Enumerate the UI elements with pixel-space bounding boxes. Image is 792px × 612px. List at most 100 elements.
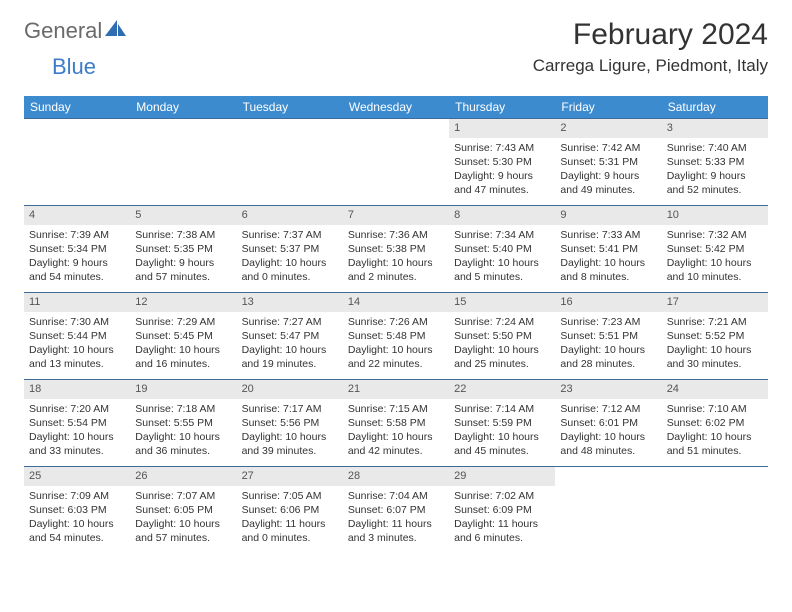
day-number: 25 <box>24 467 130 486</box>
day-cell: 12Sunrise: 7:29 AMSunset: 5:45 PMDayligh… <box>130 293 236 379</box>
calendar-page: General February 2024 Carrega Ligure, Pi… <box>0 0 792 553</box>
daylight-text: Daylight: 10 hours and 36 minutes. <box>135 430 231 458</box>
daylight-text: Daylight: 10 hours and 0 minutes. <box>242 256 338 284</box>
daylight-text: Daylight: 9 hours and 49 minutes. <box>560 169 656 197</box>
daylight-text: Daylight: 11 hours and 0 minutes. <box>242 517 338 545</box>
week-row: 11Sunrise: 7:30 AMSunset: 5:44 PMDayligh… <box>24 292 768 379</box>
day-cell: 6 Sunrise: 7:37 AMSunset: 5:37 PMDaylight… <box>237 206 343 292</box>
day-cell: 16Sunrise: 7:23 AMSunset: 5:51 PMDayligh… <box>555 293 661 379</box>
sunset-text: Sunset: 5:44 PM <box>29 329 125 343</box>
day-cell <box>130 119 236 205</box>
sunset-text: Sunset: 5:52 PM <box>667 329 763 343</box>
sunrise-text: Sunrise: 7:24 AM <box>454 315 550 329</box>
day-cell: 5Sunrise: 7:38 AMSunset: 5:35 PMDaylight… <box>130 206 236 292</box>
day-number: 28 <box>343 467 449 486</box>
sunset-text: Sunset: 5:55 PM <box>135 416 231 430</box>
sunset-text: Sunset: 5:47 PM <box>242 329 338 343</box>
day-number: 4 <box>24 206 130 225</box>
sunrise-text: Sunrise: 7:23 AM <box>560 315 656 329</box>
dow-tuesday: Tuesday <box>237 96 343 118</box>
day-cell: 4 Sunrise: 7:39 AMSunset: 5:34 PMDaylight… <box>24 206 130 292</box>
day-number: 7 <box>343 206 449 225</box>
daylight-text: Daylight: 10 hours and 16 minutes. <box>135 343 231 371</box>
sunrise-text: Sunrise: 7:12 AM <box>560 402 656 416</box>
day-cell: 18Sunrise: 7:20 AMSunset: 5:54 PMDayligh… <box>24 380 130 466</box>
day-number: 6 <box>237 206 343 225</box>
sunset-text: Sunset: 5:59 PM <box>454 416 550 430</box>
daylight-text: Daylight: 9 hours and 54 minutes. <box>29 256 125 284</box>
day-cell: 21Sunrise: 7:15 AMSunset: 5:58 PMDayligh… <box>343 380 449 466</box>
sunset-text: Sunset: 5:41 PM <box>560 242 656 256</box>
sunset-text: Sunset: 5:34 PM <box>29 242 125 256</box>
sunrise-text: Sunrise: 7:36 AM <box>348 228 444 242</box>
daylight-text: Daylight: 10 hours and 51 minutes. <box>667 430 763 458</box>
day-cell: 13Sunrise: 7:27 AMSunset: 5:47 PMDayligh… <box>237 293 343 379</box>
day-number: 27 <box>237 467 343 486</box>
daylight-text: Daylight: 10 hours and 8 minutes. <box>560 256 656 284</box>
sunset-text: Sunset: 5:30 PM <box>454 155 550 169</box>
sunrise-text: Sunrise: 7:21 AM <box>667 315 763 329</box>
daylight-text: Daylight: 10 hours and 10 minutes. <box>667 256 763 284</box>
days-of-week-row: Sunday Monday Tuesday Wednesday Thursday… <box>24 96 768 118</box>
daylight-text: Daylight: 10 hours and 30 minutes. <box>667 343 763 371</box>
sunrise-text: Sunrise: 7:14 AM <box>454 402 550 416</box>
day-number: 26 <box>130 467 236 486</box>
day-number: 2 <box>555 119 661 138</box>
sunrise-text: Sunrise: 7:39 AM <box>29 228 125 242</box>
sunrise-text: Sunrise: 7:18 AM <box>135 402 231 416</box>
week-row: 4Sunrise: 7:39 AMSunset: 5:34 PMDaylight… <box>24 205 768 292</box>
sunset-text: Sunset: 5:51 PM <box>560 329 656 343</box>
daylight-text: Daylight: 10 hours and 28 minutes. <box>560 343 656 371</box>
dow-sunday: Sunday <box>24 96 130 118</box>
sunrise-text: Sunrise: 7:40 AM <box>667 141 763 155</box>
sunrise-text: Sunrise: 7:10 AM <box>667 402 763 416</box>
day-cell: 17Sunrise: 7:21 AMSunset: 5:52 PMDayligh… <box>662 293 768 379</box>
sunset-text: Sunset: 5:31 PM <box>560 155 656 169</box>
sunrise-text: Sunrise: 7:07 AM <box>135 489 231 503</box>
sunrise-text: Sunrise: 7:42 AM <box>560 141 656 155</box>
week-row: 18Sunrise: 7:20 AMSunset: 5:54 PMDayligh… <box>24 379 768 466</box>
sunset-text: Sunset: 6:03 PM <box>29 503 125 517</box>
day-number: 24 <box>662 380 768 399</box>
day-cell: 7Sunrise: 7:36 AMSunset: 5:38 PMDaylight… <box>343 206 449 292</box>
day-cell: 24Sunrise: 7:10 AMSunset: 6:02 PMDayligh… <box>662 380 768 466</box>
sunrise-text: Sunrise: 7:43 AM <box>454 141 550 155</box>
sunset-text: Sunset: 5:33 PM <box>667 155 763 169</box>
day-number: 21 <box>343 380 449 399</box>
sunset-text: Sunset: 5:50 PM <box>454 329 550 343</box>
week-row: 25Sunrise: 7:09 AMSunset: 6:03 PMDayligh… <box>24 466 768 553</box>
dow-wednesday: Wednesday <box>343 96 449 118</box>
sunrise-text: Sunrise: 7:02 AM <box>454 489 550 503</box>
sunrise-text: Sunrise: 7:09 AM <box>29 489 125 503</box>
sunset-text: Sunset: 6:01 PM <box>560 416 656 430</box>
sunset-text: Sunset: 5:45 PM <box>135 329 231 343</box>
day-number: 8 <box>449 206 555 225</box>
day-cell: 20Sunrise: 7:17 AMSunset: 5:56 PMDayligh… <box>237 380 343 466</box>
day-number: 3 <box>662 119 768 138</box>
week-row: 1 Sunrise: 7:43 AMSunset: 5:30 PM Daylight… <box>24 118 768 205</box>
day-number: 23 <box>555 380 661 399</box>
sail-icon <box>105 20 127 43</box>
day-cell <box>237 119 343 205</box>
sunset-text: Sunset: 5:42 PM <box>667 242 763 256</box>
daylight-text: Daylight: 10 hours and 5 minutes. <box>454 256 550 284</box>
month-title: February 2024 <box>533 18 768 52</box>
day-number: 22 <box>449 380 555 399</box>
daylight-text: Daylight: 9 hours and 52 minutes. <box>667 169 763 197</box>
sunrise-text: Sunrise: 7:32 AM <box>667 228 763 242</box>
day-cell: 10 Sunrise: 7:32 AMSunset: 5:42 PMDayligh… <box>662 206 768 292</box>
sunset-text: Sunset: 5:37 PM <box>242 242 338 256</box>
day-cell: 8Sunrise: 7:34 AMSunset: 5:40 PMDaylight… <box>449 206 555 292</box>
day-number: 18 <box>24 380 130 399</box>
daylight-text: Daylight: 10 hours and 19 minutes. <box>242 343 338 371</box>
sunrise-text: Sunrise: 7:30 AM <box>29 315 125 329</box>
sunrise-text: Sunrise: 7:29 AM <box>135 315 231 329</box>
day-number: 1 <box>449 119 555 138</box>
sunrise-text: Sunrise: 7:37 AM <box>242 228 338 242</box>
day-number: 10 <box>662 206 768 225</box>
daylight-text: Daylight: 10 hours and 54 minutes. <box>29 517 125 545</box>
sunrise-text: Sunrise: 7:17 AM <box>242 402 338 416</box>
sunset-text: Sunset: 5:56 PM <box>242 416 338 430</box>
brand-part1: General <box>24 18 102 44</box>
sunset-text: Sunset: 5:58 PM <box>348 416 444 430</box>
